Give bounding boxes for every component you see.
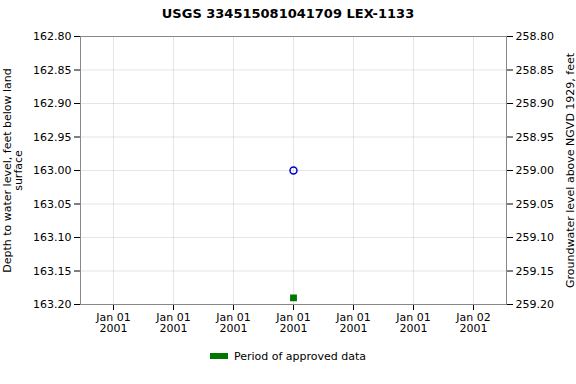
svg-text:162.95: 162.95: [33, 131, 72, 144]
svg-text:162.90: 162.90: [33, 97, 72, 110]
svg-text:258.90: 258.90: [516, 97, 555, 110]
svg-text:163.15: 163.15: [33, 265, 72, 278]
svg-text:Jan 012001: Jan 012001: [155, 311, 190, 335]
svg-text:259.10: 259.10: [516, 231, 555, 244]
svg-text:163.10: 163.10: [33, 231, 72, 244]
svg-text:Jan 012001: Jan 012001: [215, 311, 250, 335]
svg-text:259.20: 259.20: [516, 298, 555, 311]
svg-text:162.85: 162.85: [33, 64, 72, 77]
svg-text:Groundwater level above NGVD 1: Groundwater level above NGVD 1929, feet: [564, 52, 576, 288]
svg-text:Jan 012001: Jan 012001: [395, 311, 430, 335]
svg-text:163.00: 163.00: [33, 164, 72, 177]
svg-text:162.80: 162.80: [33, 30, 72, 43]
svg-text:259.00: 259.00: [516, 164, 555, 177]
svg-text:259.05: 259.05: [516, 198, 555, 211]
svg-text:163.20: 163.20: [33, 298, 72, 311]
html-text:Period of approved data: Period of approved data: [233, 349, 367, 363]
svg-text:Jan 022001: Jan 022001: [455, 311, 490, 335]
html-text:USGS 334515081041709 LEX-1133: USGS 334515081041709 LEX-1133: [161, 6, 415, 21]
svg-text:259.15: 259.15: [516, 265, 555, 278]
svg-text:258.95: 258.95: [516, 131, 555, 144]
svg-text:163.05: 163.05: [33, 198, 72, 211]
svg-text:258.80: 258.80: [516, 30, 555, 43]
svg-text:Jan 012001: Jan 012001: [95, 311, 130, 335]
svg-text:Depth to water level, feet bel: Depth to water level, feet below landsur…: [1, 68, 25, 273]
svg-text:Jan 012001: Jan 012001: [275, 311, 310, 335]
svg-text:Jan 012001: Jan 012001: [335, 311, 370, 335]
svg-text:258.85: 258.85: [516, 64, 555, 77]
